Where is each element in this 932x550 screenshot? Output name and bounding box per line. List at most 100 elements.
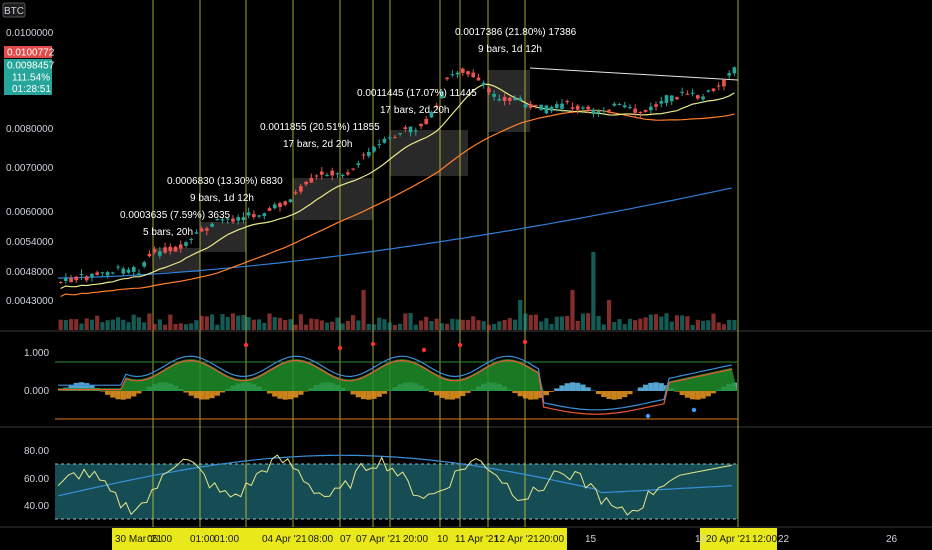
candle-body xyxy=(643,109,648,112)
volume-bar xyxy=(617,319,622,330)
annotation-line1: 0.0011855 (20.51%) 11855 xyxy=(260,122,380,133)
candle-body xyxy=(586,106,590,110)
candle-body xyxy=(612,103,617,106)
osc-hist-bar xyxy=(674,391,680,392)
volume-bar xyxy=(539,321,544,330)
candle-body xyxy=(659,101,664,104)
candle-body xyxy=(539,104,543,110)
candle-body xyxy=(534,104,538,106)
price-tick: 0.0043000 xyxy=(6,296,54,307)
volume-bar xyxy=(502,320,507,330)
last-price-countdown: 01:28:51 xyxy=(12,84,51,95)
osc-hist-bar xyxy=(115,391,121,400)
osc-hist-bar xyxy=(350,391,356,395)
annotation-line2: 5 bars, 20h xyxy=(143,227,193,238)
volume-bar xyxy=(194,320,199,330)
annotation-line1: 0.0011445 (17.07%) 11445 xyxy=(357,88,477,99)
osc-hist-bar xyxy=(136,391,142,394)
volume-bar xyxy=(121,319,126,330)
annotation-line1: 0.0003635 (7.59%) 3635 xyxy=(120,210,231,221)
rsi-tick-80: 80.00 xyxy=(24,446,49,457)
osc-hist-bar xyxy=(449,391,455,400)
candle-body xyxy=(669,95,674,102)
osc-signal-dot xyxy=(691,407,697,413)
price-tick: 0.0100000 xyxy=(6,28,54,39)
volume-bar xyxy=(142,322,147,330)
volume-bar xyxy=(340,323,345,330)
osc-hist-bar xyxy=(705,391,711,397)
osc-area xyxy=(58,359,737,391)
candle-body xyxy=(58,281,63,283)
candle-body xyxy=(575,105,580,110)
candle-body xyxy=(476,77,481,81)
osc-hist-bar xyxy=(444,391,450,400)
volume-bar xyxy=(622,324,627,330)
time-tick: 01:00 xyxy=(190,534,215,545)
volume-bar xyxy=(230,313,236,330)
volume-bar xyxy=(162,324,168,330)
osc-hist-bar xyxy=(209,391,215,399)
osc-hist-bar xyxy=(695,391,701,400)
volume-bar xyxy=(319,320,324,330)
osc-hist-bar xyxy=(439,391,445,398)
osc-hist-bar xyxy=(371,391,377,399)
rsi-tick-60: 60.00 xyxy=(24,474,49,485)
volume-bar xyxy=(392,324,397,330)
volume-bar xyxy=(455,319,460,330)
volume-bar xyxy=(653,314,659,330)
candle-body xyxy=(601,110,606,112)
last-price-primary: 0.0100772 xyxy=(7,48,55,59)
volume-bar xyxy=(403,313,408,330)
osc-hist-bar xyxy=(616,391,623,400)
candle-body xyxy=(382,138,387,143)
osc-hist-bar xyxy=(595,391,602,395)
osc-hist-bar xyxy=(465,391,471,393)
volume-bar xyxy=(110,319,115,330)
volume-bar xyxy=(465,319,471,330)
osc-hist-bar xyxy=(131,391,137,397)
osc-hist-bar xyxy=(580,384,586,391)
volume-bar xyxy=(695,319,700,330)
candle-body xyxy=(711,88,716,91)
osc-signal-dot xyxy=(645,413,651,419)
time-tick: 30 Mar '21 xyxy=(115,534,162,545)
volume-bar xyxy=(115,317,121,330)
volume-bar xyxy=(361,290,366,330)
volume-bar xyxy=(565,315,570,330)
volume-bar xyxy=(157,319,162,330)
volume-bar xyxy=(507,318,512,330)
annotation-line2: 17 bars, 2d 20h xyxy=(283,139,353,150)
candle-body xyxy=(335,173,340,175)
volume-bar xyxy=(643,317,648,330)
volume-bar xyxy=(716,322,721,330)
candle-body xyxy=(460,68,465,73)
osc-hist-bar xyxy=(548,391,555,392)
osc-signal-dot xyxy=(337,345,343,351)
candle-body xyxy=(440,91,444,99)
osc-signal-dot xyxy=(457,342,463,348)
candle-body xyxy=(309,177,314,183)
osc-hist-bar xyxy=(428,391,435,393)
volume-bar xyxy=(387,322,392,330)
volume-bar xyxy=(288,319,293,330)
time-tick: 19 xyxy=(695,534,707,545)
volume-bar xyxy=(204,316,209,330)
candle-body xyxy=(387,137,392,139)
volume-bar xyxy=(267,313,272,330)
osc-signal-dot xyxy=(370,341,376,347)
time-tick: 11 Apr '21 xyxy=(455,534,499,545)
volume-bar xyxy=(293,324,298,330)
candle-body xyxy=(173,246,178,252)
volume-bar xyxy=(638,318,643,330)
osc-signal-dot xyxy=(243,342,249,348)
time-tick: 20:00 xyxy=(539,534,564,545)
candle-body xyxy=(695,95,700,99)
osc-hist-bar xyxy=(642,384,649,391)
symbol-badge[interactable] xyxy=(2,2,26,18)
candle-body xyxy=(419,123,423,127)
candle-body xyxy=(137,273,141,275)
volume-bar xyxy=(351,315,356,330)
candle-body xyxy=(246,212,251,216)
osc-hist-bar xyxy=(277,391,283,399)
